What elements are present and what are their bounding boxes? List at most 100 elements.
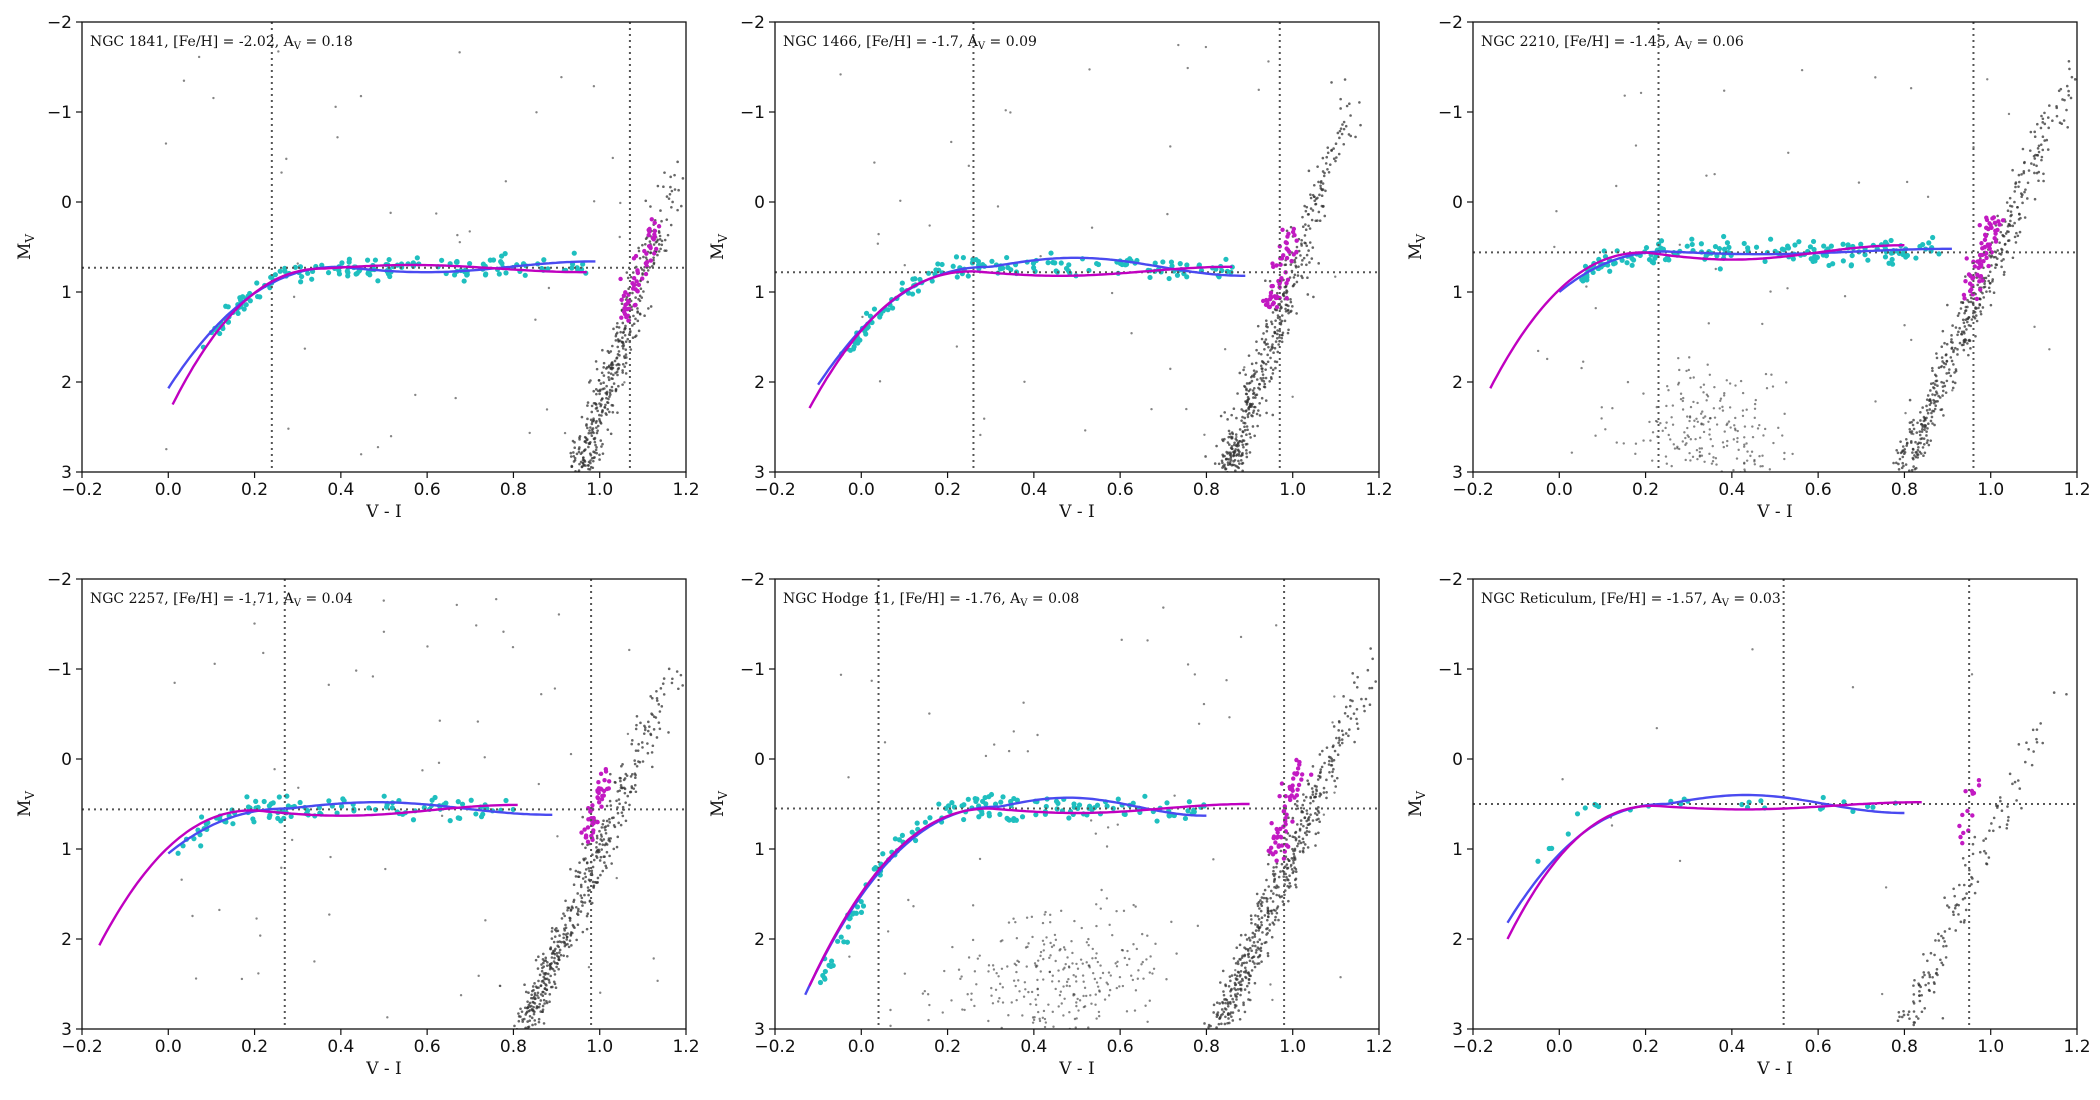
field-star-point [541, 966, 544, 970]
field-star-point [563, 914, 567, 918]
field-star-point [1312, 295, 1315, 299]
hb-star-point [292, 264, 299, 270]
field-star-point [1991, 280, 1994, 283]
field-star-point [640, 268, 644, 271]
hb-star-point [1013, 817, 1019, 823]
hb-star-point [336, 271, 343, 277]
rgb-star-point [622, 306, 627, 311]
field-star-point [549, 974, 552, 978]
field-star-point [951, 945, 954, 949]
field-star-point [1253, 944, 1257, 948]
field-star-point [1307, 815, 1311, 819]
hb-star-point [266, 814, 272, 821]
field-star-point [2008, 224, 2012, 228]
field-star-point [677, 687, 680, 691]
field-star-point [1225, 679, 1228, 682]
hb-star-point [1810, 238, 1817, 245]
field-star-point [1307, 818, 1310, 822]
field-star-point [1220, 474, 1223, 477]
field-star-point [371, 675, 375, 678]
hb-star-point [817, 979, 824, 986]
field-star-point [599, 991, 602, 994]
x-tick-label: 0.4 [327, 1037, 354, 1057]
field-star-point [1311, 793, 1315, 796]
field-star-point [2041, 121, 2045, 124]
field-star-point [1238, 462, 1241, 465]
field-star-point [599, 404, 602, 408]
field-star-point [1219, 1014, 1223, 1017]
hb-star-point [989, 258, 995, 264]
field-star-point [1274, 915, 1277, 919]
field-star-point [1269, 983, 1272, 986]
field-star-point [626, 794, 630, 798]
hb-star-point [1166, 275, 1172, 282]
field-star-point [586, 843, 589, 847]
field-star-point [534, 958, 538, 962]
field-star-point [1142, 977, 1145, 980]
field-star-point [1271, 368, 1275, 372]
field-star-point [1331, 770, 1334, 774]
field-star-point [2018, 787, 2022, 790]
field-star-point [1736, 429, 1739, 433]
field-star-point [621, 371, 624, 374]
field-star-point [1687, 435, 1690, 439]
field-star-point [1083, 1005, 1087, 1008]
field-star-point [1553, 245, 1556, 249]
field-star-point [646, 729, 650, 733]
x-tick-label: 1.2 [672, 480, 699, 500]
field-star-point [1251, 931, 1255, 935]
field-star-point [1114, 962, 1117, 965]
rgb-star-point [1983, 233, 1989, 239]
field-star-point [646, 742, 649, 745]
field-star-point [613, 359, 617, 363]
field-star-point [2035, 171, 2039, 175]
rgb-star-point [623, 290, 628, 295]
rgb-star-point [1270, 302, 1275, 307]
field-star-point [1270, 377, 1273, 381]
rgb-star-point [1275, 830, 1280, 835]
y-axis-label: MV [15, 791, 37, 817]
field-star-point [2078, 71, 2081, 74]
field-star-point [1288, 834, 1292, 838]
field-star-point [1961, 856, 1965, 860]
field-star-point [1237, 452, 1241, 456]
field-star-point [511, 645, 515, 649]
field-star-point [1222, 993, 1226, 997]
field-star-point [639, 287, 643, 291]
field-star-point [1094, 956, 1097, 960]
field-star-point [1115, 965, 1119, 968]
field-star-point [1285, 291, 1288, 295]
field-star-point [1954, 929, 1958, 932]
field-star-point [589, 431, 593, 435]
field-star-point [521, 1018, 524, 1021]
hb-star-point [580, 261, 586, 267]
field-star-point [1309, 801, 1312, 805]
field-star-point [1339, 97, 1342, 101]
field-star-point [1703, 460, 1706, 463]
hb-star-point [443, 800, 449, 806]
field-star-point [1105, 897, 1109, 900]
field-star-point [1305, 244, 1309, 248]
field-star-point [1013, 1061, 1015, 1063]
field-star-point [579, 910, 583, 913]
field-star-point [1761, 464, 1764, 468]
field-star-point [1964, 863, 1967, 867]
field-star-point [1688, 451, 1691, 455]
field-star-point [1255, 340, 1258, 343]
field-star-point [577, 450, 581, 454]
field-star-point [1777, 426, 1780, 430]
hb-star-point [1796, 239, 1802, 245]
rgb-star-point [606, 779, 612, 784]
field-star-point [1031, 1016, 1035, 1019]
field-star-point [2006, 239, 2010, 242]
field-star-point [1951, 386, 1955, 390]
field-star-point [1268, 279, 1272, 283]
field-star-point [1615, 184, 1618, 188]
field-star-point [1226, 1002, 1230, 1006]
field-star-point [1753, 416, 1756, 420]
field-star-point [1700, 454, 1704, 457]
field-star-point [1944, 353, 1948, 356]
fit-curve-blue [167, 260, 596, 389]
field-star-point [1290, 868, 1294, 871]
field-star-point [1303, 204, 1306, 208]
